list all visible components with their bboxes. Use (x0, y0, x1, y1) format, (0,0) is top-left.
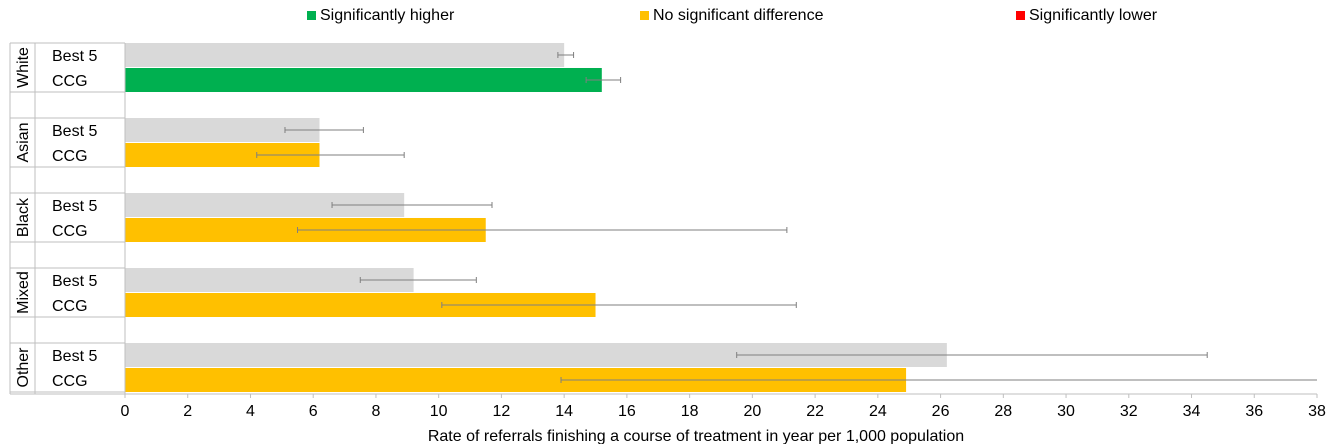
legend-swatch-0 (307, 11, 316, 20)
plot-area: White Best 5 CCG Asian Best 5 CCG Black Best 5 C… (9, 42, 1317, 394)
group-label-black: Black (15, 197, 32, 237)
x-axis: 0 2 4 6 8 10 12 14 16 18 20 22 24 26 28 30 32 34 36 38 (10, 43, 1326, 420)
x-axis-title: Rate of referrals finishing a course of … (428, 428, 964, 444)
x-tick-label: 28 (994, 403, 1012, 420)
row-label: CCG (52, 373, 88, 390)
row-label: Best 5 (52, 198, 97, 215)
x-tick-label: 12 (493, 403, 511, 420)
row-label: Best 5 (52, 273, 97, 290)
x-tick-label: 4 (246, 403, 255, 420)
legend-swatch-2 (1016, 11, 1025, 20)
x-tick-label: 30 (1057, 403, 1075, 420)
legend-label-2: Significantly lower (1029, 7, 1158, 24)
legend-label-1: No significant difference (653, 7, 824, 24)
row-label: CCG (52, 73, 88, 90)
x-tick-label: 0 (121, 403, 130, 420)
row-label: CCG (52, 298, 88, 315)
x-tick-label: 34 (1183, 403, 1201, 420)
bar-white-ccg (125, 68, 602, 92)
x-tick-label: 16 (618, 403, 636, 420)
x-tick-label: 32 (1120, 403, 1138, 420)
x-tick-label: 2 (183, 403, 192, 420)
group-label-other: Other (15, 347, 32, 388)
legend-label-0: Significantly higher (320, 7, 455, 24)
group-label-mixed: Mixed (15, 271, 32, 314)
bar-white-best5 (125, 43, 565, 67)
x-tick-label: 20 (743, 403, 761, 420)
legend-swatch-1 (640, 11, 649, 20)
group-label-asian: Asian (15, 122, 32, 162)
x-tick-label: 24 (869, 403, 887, 420)
x-tick-label: 38 (1308, 403, 1326, 420)
x-tick-label: 14 (555, 403, 573, 420)
x-tick-label: 18 (681, 403, 699, 420)
x-tick-label: 26 (932, 403, 950, 420)
row-label: CCG (52, 223, 88, 240)
row-label: CCG (52, 148, 88, 165)
x-tick-label: 10 (430, 403, 448, 420)
group-label-white: White (15, 47, 32, 88)
row-label: Best 5 (52, 48, 97, 65)
x-tick-label: 6 (309, 403, 318, 420)
x-tick-label: 8 (371, 403, 380, 420)
row-label: Best 5 (52, 348, 97, 365)
x-tick-label: 36 (1245, 403, 1263, 420)
legend: Significantly higher No significant diffe… (307, 7, 1158, 24)
row-label: Best 5 (52, 123, 97, 140)
x-tick-label: 22 (806, 403, 824, 420)
